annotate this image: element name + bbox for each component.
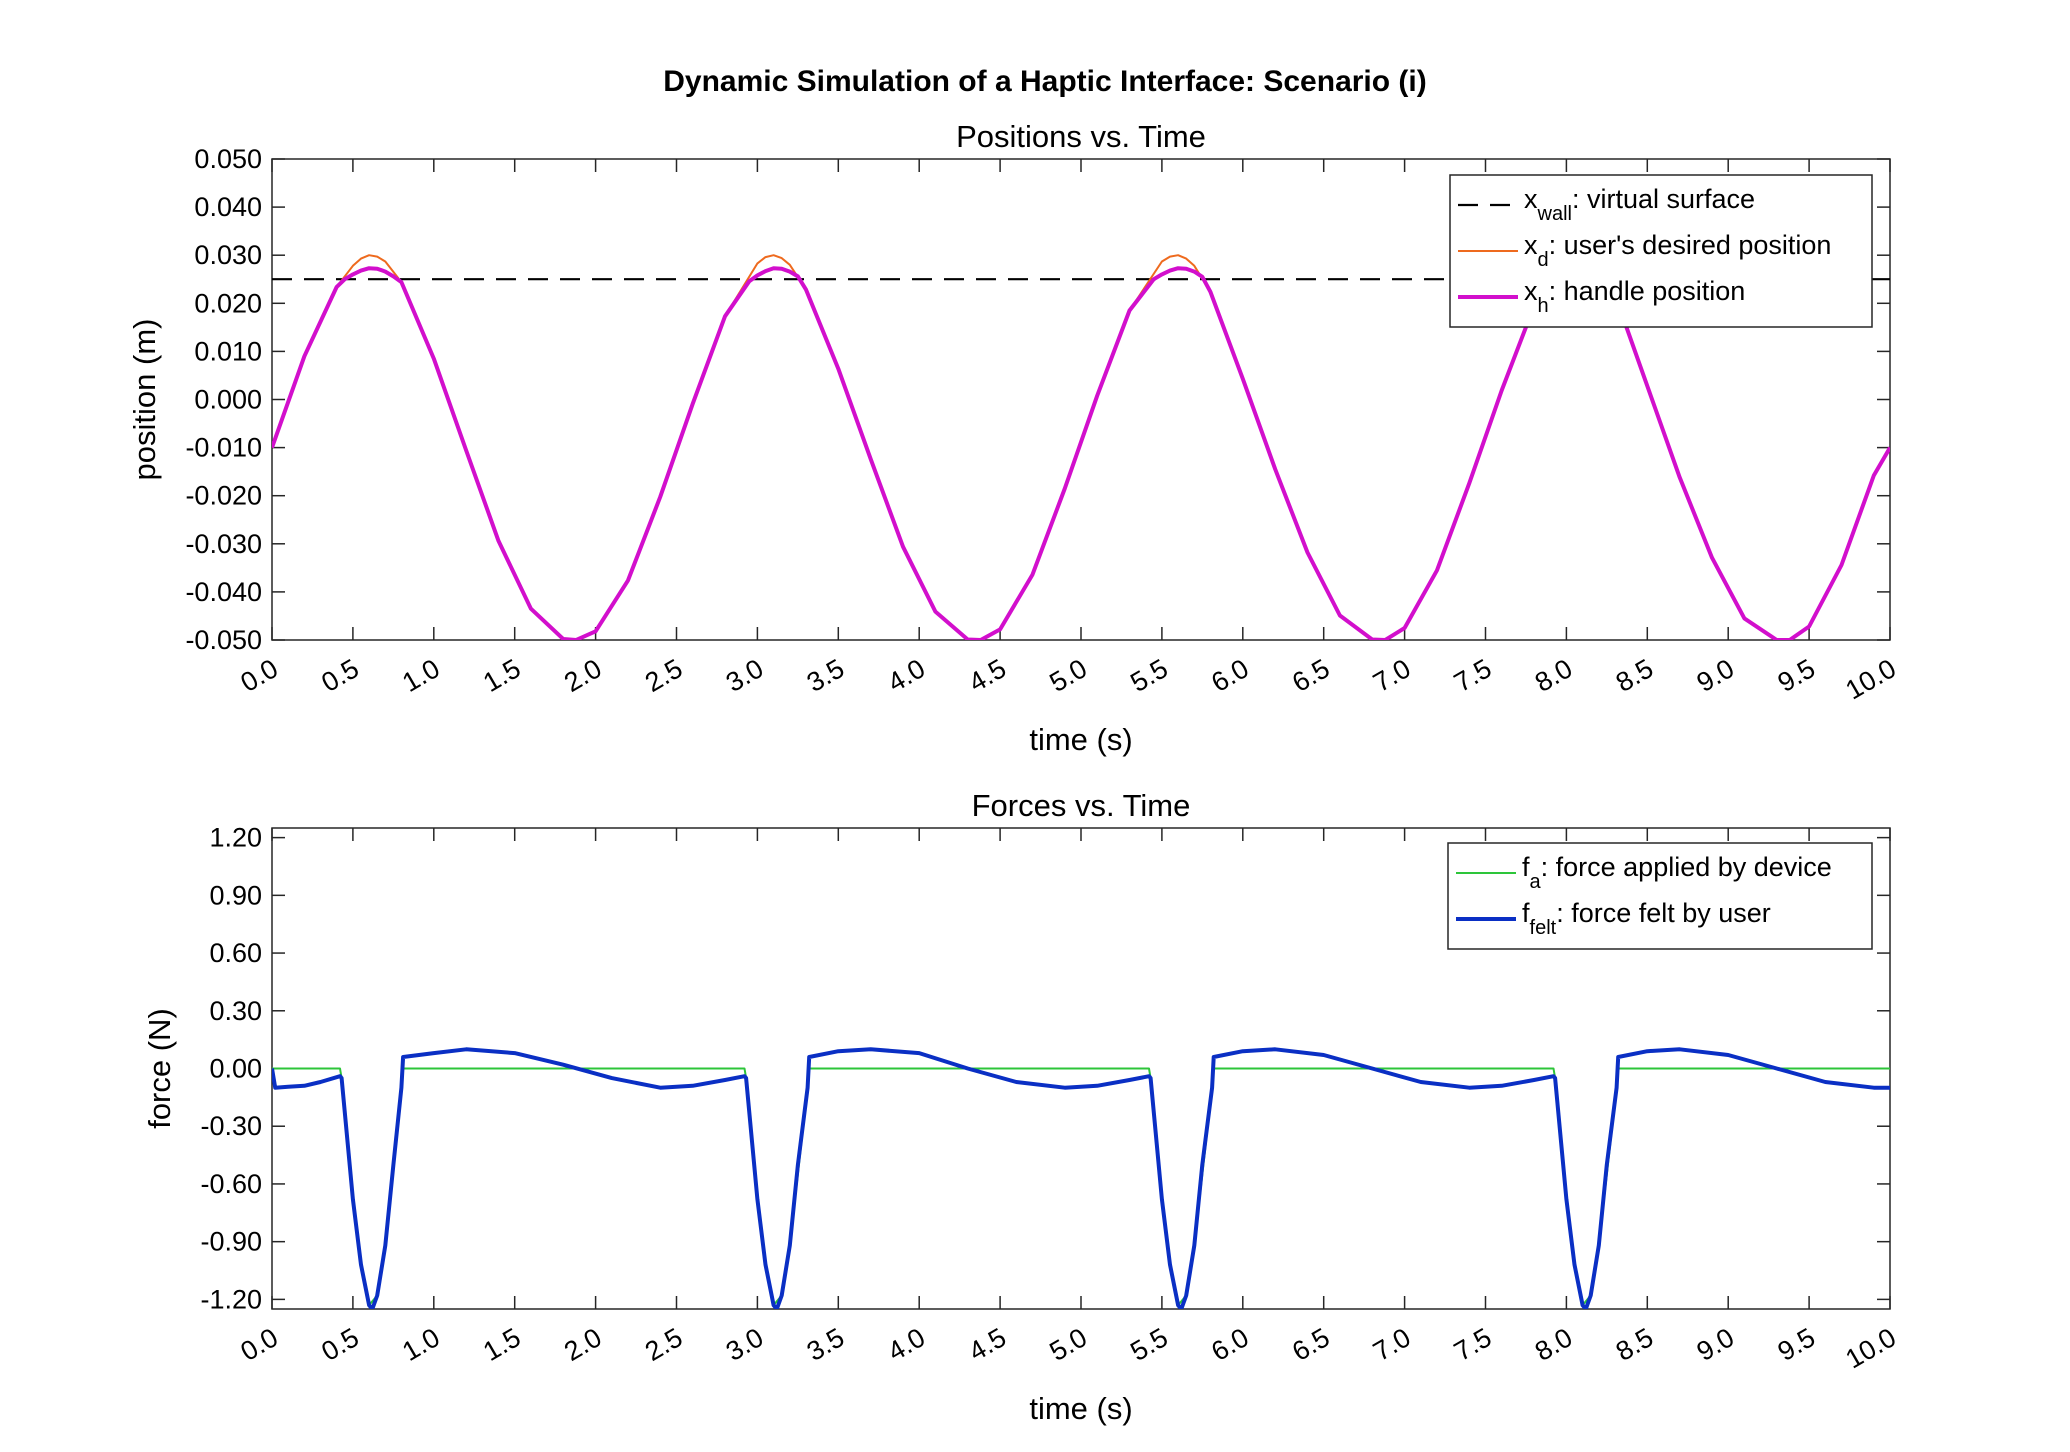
y-tick-label: -0.60: [200, 1169, 262, 1199]
y-tick-label: -0.010: [185, 433, 262, 463]
legend-entry: xh: handle position: [1524, 276, 1745, 317]
legend-entry: fa: force applied by device: [1522, 852, 1832, 893]
x-tick-label: 4.5: [964, 1322, 1012, 1367]
y-tick-label: 0.00: [209, 1054, 262, 1084]
y-tick-label: -0.30: [200, 1111, 262, 1141]
x-tick-label: 9.5: [1773, 1322, 1821, 1367]
y-tick-label: -0.040: [185, 577, 262, 607]
x-tick-label: 7.0: [1368, 1322, 1416, 1367]
y-tick-label: 0.60: [209, 938, 262, 968]
legend-entry: xd: user's desired position: [1524, 230, 1831, 271]
y-axis-label: force (N): [142, 1008, 177, 1129]
x-tick-label: 0.5: [316, 653, 364, 698]
legend: xwall: virtual surface xd: user's desired…: [1449, 174, 1873, 328]
x-tick-label: 1.5: [478, 653, 526, 698]
chart-title: Forces vs. Time: [972, 788, 1191, 823]
x-tick-label: 4.0: [883, 653, 931, 698]
y-tick-label: 0.010: [194, 336, 262, 366]
x-tick-label: 9.0: [1692, 1322, 1740, 1367]
legend: fa: force applied by device ffelt: force …: [1447, 842, 1873, 950]
x-tick-label: 2.5: [640, 653, 688, 698]
x-tick-label: 7.0: [1368, 653, 1416, 698]
x-tick-label: 8.0: [1530, 653, 1578, 698]
x-tick-label: 2.5: [640, 1322, 688, 1367]
x-axis-label: time (s): [1029, 1391, 1132, 1426]
figure-suptitle: Dynamic Simulation of a Haptic Interface…: [663, 65, 1427, 98]
y-tick-label: -1.20: [200, 1284, 262, 1314]
x-tick-label: 10.0: [1840, 1322, 1901, 1374]
x-tick-label: 3.0: [721, 1322, 769, 1367]
positions-chart: Positions vs. Time 0.0 0.5 1.0 1.5 2.0 2.5 3.0 3…: [127, 119, 1901, 757]
legend-entry: ffelt: force felt by user: [1522, 898, 1771, 939]
x-tick-label: 3.5: [802, 653, 850, 698]
x-axis-label: time (s): [1029, 722, 1132, 757]
y-tick-label: 0.90: [209, 880, 262, 910]
legend-box: [1447, 842, 1873, 950]
y-tick-label: 0.050: [194, 144, 262, 174]
chart-title: Positions vs. Time: [956, 119, 1206, 154]
x-tick-label: 6.0: [1206, 1322, 1254, 1367]
x-tick-label: 9.5: [1773, 653, 1821, 698]
y-tick-label: -0.030: [185, 529, 262, 559]
x-tick-label: 5.0: [1044, 1322, 1092, 1367]
x-tick-label: 8.5: [1611, 1322, 1659, 1367]
x-tick-label: 2.0: [559, 1322, 607, 1367]
y-tick-label: -0.050: [185, 625, 262, 655]
x-tick-label: 7.5: [1449, 653, 1497, 698]
series-line-f-felt: [272, 1047, 1890, 1309]
y-tick-label: 0.030: [194, 240, 262, 270]
forces-chart: Forces vs. Time 0.0 0.5 1.0 1.5 2.0 2.5 3.0 3.5 4…: [142, 788, 1901, 1426]
x-tick-label: 2.0: [559, 653, 607, 698]
x-tick-label: 7.5: [1449, 1322, 1497, 1367]
y-tick-label: 0.040: [194, 192, 262, 222]
x-tick-label: 0.0: [235, 1322, 283, 1367]
x-tick-label: 5.0: [1044, 653, 1092, 698]
x-tick-label: 6.5: [1287, 653, 1335, 698]
x-tick-label: 8.0: [1530, 1322, 1578, 1367]
x-tick-label: 6.0: [1206, 653, 1254, 698]
y-axis-label: position (m): [127, 319, 162, 481]
x-tick-label: 5.5: [1125, 653, 1173, 698]
x-tick-label: 10.0: [1840, 653, 1901, 705]
legend-box: [1449, 174, 1873, 328]
x-tick-label: 9.0: [1692, 653, 1740, 698]
x-tick-label: 6.5: [1287, 1322, 1335, 1367]
x-tick-label: 1.5: [478, 1322, 526, 1367]
y-tick-label: -0.020: [185, 481, 262, 511]
y-tick-label: 0.30: [209, 996, 262, 1026]
x-tick-label: 8.5: [1611, 653, 1659, 698]
x-tick-label: 5.5: [1125, 1322, 1173, 1367]
y-tick-label: 1.20: [209, 823, 262, 853]
x-tick-label: 0.0: [235, 653, 283, 698]
x-tick-label: 3.5: [802, 1322, 850, 1367]
legend-entry: xwall: virtual surface: [1524, 184, 1755, 225]
x-tick-label: 4.5: [964, 653, 1012, 698]
x-tick-label: 1.0: [397, 653, 445, 698]
x-tick-label: 0.5: [316, 1322, 364, 1367]
y-tick-label: -0.90: [200, 1227, 262, 1257]
y-tick-label: 0.000: [194, 385, 262, 415]
y-tick-label: 0.020: [194, 288, 262, 318]
x-tick-label: 4.0: [883, 1322, 931, 1367]
x-tick-label: 1.0: [397, 1322, 445, 1367]
x-tick-label: 3.0: [721, 653, 769, 698]
